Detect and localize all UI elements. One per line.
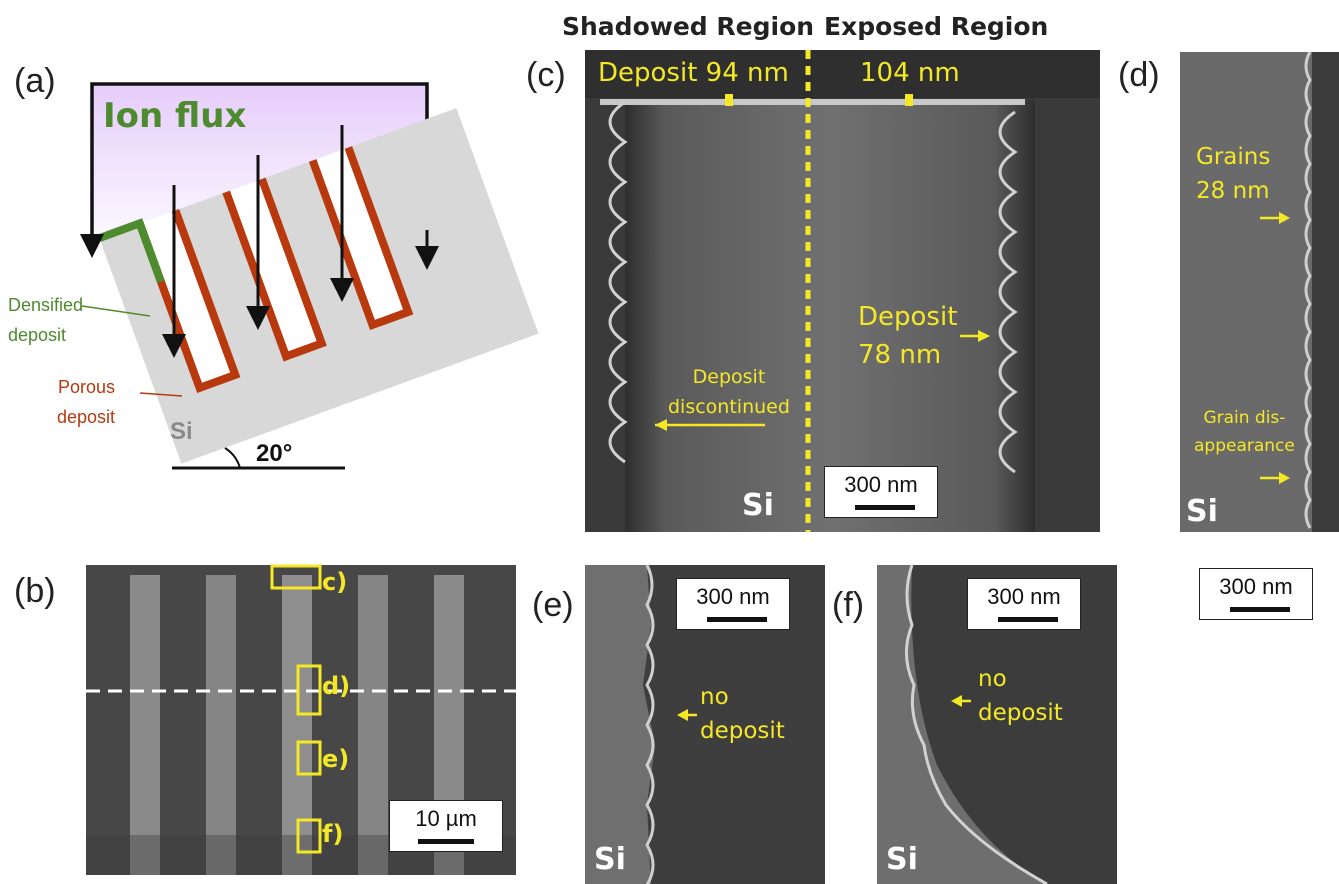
panel-c-label: (c): [526, 56, 566, 94]
porous-pointer: [139, 392, 183, 397]
panel-e-si-label: Si: [594, 842, 626, 877]
panel-e-label: (e): [532, 586, 574, 624]
panel-b-scalebar: 10 µm: [389, 800, 503, 852]
panel-c-scalebar: 300 nm: [824, 466, 938, 518]
box-label-c: c): [322, 568, 348, 596]
panel-e-scalebar: 300 nm: [676, 578, 790, 630]
panel-d-image: [1180, 52, 1339, 532]
panel-b-label: (b): [14, 572, 56, 610]
deposit-104-label: 104 nm: [860, 58, 960, 88]
panel-d-label: (d): [1118, 56, 1160, 94]
panel-a-schematic: [80, 82, 539, 470]
panel-f-scalebar: 300 nm: [967, 578, 1081, 630]
panel-f-label: (f): [832, 586, 865, 624]
panel-c-image: [585, 50, 1100, 532]
grains-label: Grains 28 nm: [1196, 144, 1271, 204]
si-substrate: [97, 108, 539, 464]
panel-d-scalebar: 300 nm: [1199, 568, 1313, 620]
panel-a-si-label: Si: [170, 418, 193, 445]
box-label-e: e): [322, 745, 350, 773]
porous-deposit-label: Porous deposit: [57, 377, 116, 427]
densified-deposit-label: Densified deposit: [8, 295, 84, 345]
panel-e-no-deposit: no deposit: [700, 684, 785, 744]
trench-1: [135, 209, 241, 393]
exposed-region-header: Exposed Region: [824, 12, 1049, 41]
trench-2: [222, 177, 327, 362]
deposit-78-label: Deposit 78 nm: [858, 302, 958, 370]
panel-d-si-label: Si: [1186, 494, 1218, 529]
deposit-discontinued-label: Deposit discontinued: [668, 366, 790, 418]
panel-b-boxes: [270, 564, 322, 854]
densified-pointer: [81, 305, 151, 317]
shadowed-region-header: Shadowed Region: [562, 12, 815, 41]
deposit-94-label: Deposit 94 nm: [598, 58, 789, 88]
ion-flux-label: Ion flux: [103, 96, 247, 136]
panel-f-no-deposit: no deposit: [978, 666, 1063, 726]
box-label-f: f): [322, 820, 344, 848]
panel-c-si-label: Si: [742, 488, 774, 523]
panel-f-si-label: Si: [886, 842, 918, 877]
box-label-d: d): [322, 672, 351, 700]
angle-label: 20°: [256, 440, 293, 467]
grain-disappearance-label: Grain dis-appearance: [1194, 408, 1295, 456]
angle-arc: [224, 447, 241, 469]
panel-a-label: (a): [14, 62, 56, 100]
